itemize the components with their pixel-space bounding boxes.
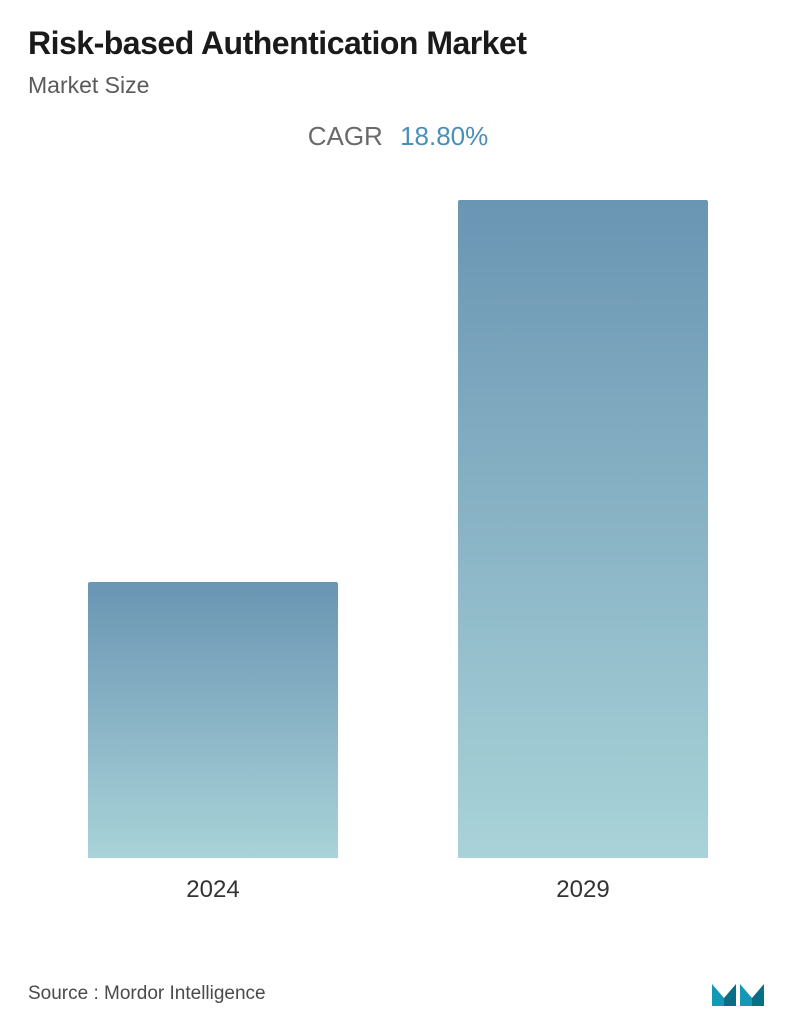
chart-subtitle: Market Size	[28, 72, 768, 99]
bar-group: 2029	[458, 200, 708, 904]
bar-category-label: 2024	[186, 876, 239, 904]
cagr-row: CAGR 18.80%	[28, 121, 768, 152]
source-attribution: Source : Mordor Intelligence	[28, 983, 266, 1005]
bar-group: 2024	[88, 200, 338, 904]
chart-container: Risk-based Authentication Market Market …	[0, 0, 796, 1034]
chart-plot-area: 2024 2029	[0, 200, 796, 904]
bar	[458, 200, 708, 858]
chart-title: Risk-based Authentication Market	[28, 24, 768, 62]
mordor-logo-icon	[710, 976, 768, 1012]
cagr-value: 18.80%	[400, 121, 488, 151]
cagr-label: CAGR	[308, 121, 383, 151]
chart-footer: Source : Mordor Intelligence	[0, 964, 796, 1034]
bar-category-label: 2029	[556, 876, 609, 904]
bar	[88, 582, 338, 858]
